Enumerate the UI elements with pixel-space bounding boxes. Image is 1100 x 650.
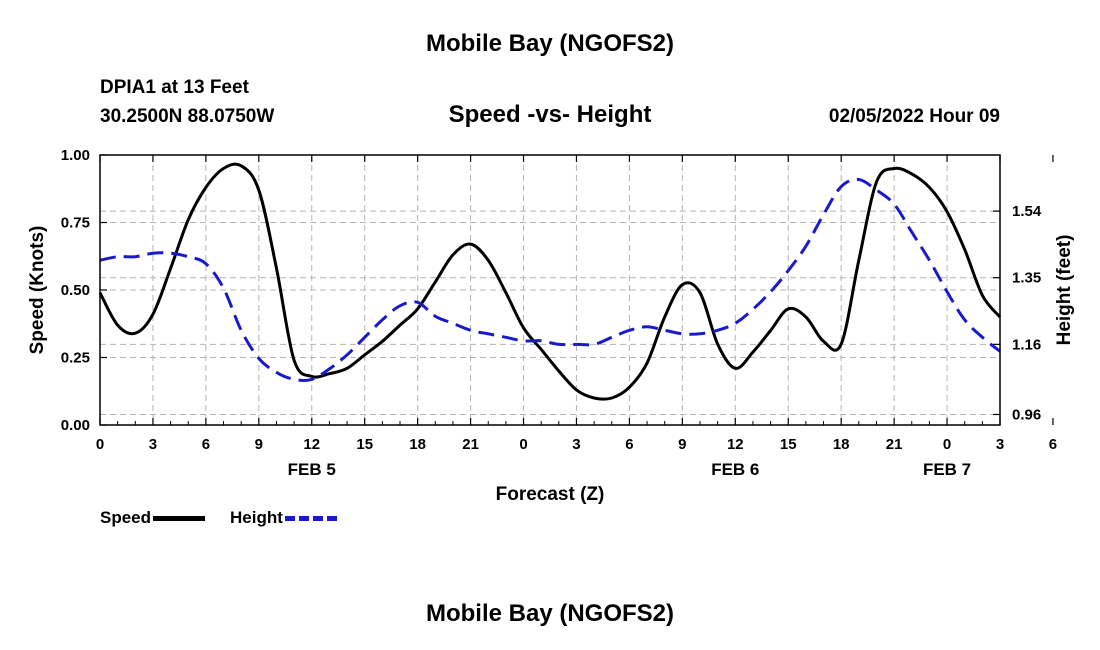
- x-tick-label: 6: [1049, 436, 1057, 453]
- x-tick-label: 21: [462, 436, 479, 453]
- x-tick-label: 6: [202, 436, 210, 453]
- y2-tick-label: 1.54: [1012, 203, 1042, 220]
- x-axis-label: Forecast (Z): [496, 484, 605, 505]
- series-lines: [98, 162, 1002, 401]
- chart-subtitle: Speed -vs- Height: [448, 101, 652, 128]
- x-tick-label: 15: [356, 436, 373, 453]
- x-tick-label: 18: [833, 436, 850, 453]
- x-tick-label: 12: [303, 436, 320, 453]
- x-tick-label: 18: [409, 436, 426, 453]
- grid: [100, 155, 1001, 425]
- x-tick-label: 15: [780, 436, 797, 453]
- axes: 0 3 6 9 12 15 18 21 0 3 6 9 12 15 18 21 0 3 6 FEB 5 FEB 6 FEB…: [61, 147, 1057, 479]
- legend-swatch-speed: [153, 515, 206, 521]
- y-tick-label: 0.50: [61, 282, 90, 299]
- chart-title: Mobile Bay (NGOFS2): [425, 30, 675, 57]
- footer-title: Mobile Bay (NGOFS2): [425, 600, 675, 627]
- forecast-datetime: 02/05/2022 Hour 09: [828, 106, 1000, 127]
- series-line-speed: [98, 162, 1002, 401]
- x-tick-label: 21: [886, 436, 903, 453]
- y-tick-label: 1.00: [61, 147, 90, 164]
- y2-tick-label: 1.35: [1012, 270, 1041, 287]
- day-label: FEB 7: [923, 460, 971, 479]
- x-tick-label: 3: [149, 436, 157, 453]
- y-tick-label: 0.25: [61, 350, 90, 367]
- y-axis-label: Speed (Knots): [27, 226, 48, 355]
- x-tick-label: 12: [727, 436, 744, 453]
- y-tick-label: 0.00: [61, 417, 90, 434]
- y2-tick-label: 0.96: [1012, 406, 1041, 423]
- x-tick-label: 0: [943, 436, 951, 453]
- x-tick-label: 9: [255, 436, 263, 453]
- legend-swatch-height: [284, 515, 337, 521]
- legend-item-speed: Speed: [100, 508, 206, 528]
- legend-item-height: Height: [230, 508, 337, 528]
- x-tick-label: 3: [996, 436, 1004, 453]
- day-label: FEB 5: [288, 460, 336, 479]
- legend-label-speed: Speed: [100, 508, 152, 527]
- station-coordinates: 30.2500N 88.0750W: [100, 106, 275, 127]
- x-tick-label: 6: [625, 436, 633, 453]
- x-tick-label: 0: [519, 436, 527, 453]
- station-label: DPIA1 at 13 Feet: [100, 77, 249, 98]
- legend-label-height: Height: [230, 508, 283, 527]
- y-tick-label: 0.75: [61, 215, 90, 232]
- series-line-height: [99, 177, 1001, 383]
- day-label: FEB 6: [711, 460, 759, 479]
- y2-axis-label: Height (feet): [1054, 235, 1075, 346]
- x-tick-label: 9: [678, 436, 686, 453]
- y2-tick-label: 1.16: [1012, 336, 1041, 353]
- x-tick-label: 3: [572, 436, 580, 453]
- x-tick-label: 0: [96, 436, 104, 453]
